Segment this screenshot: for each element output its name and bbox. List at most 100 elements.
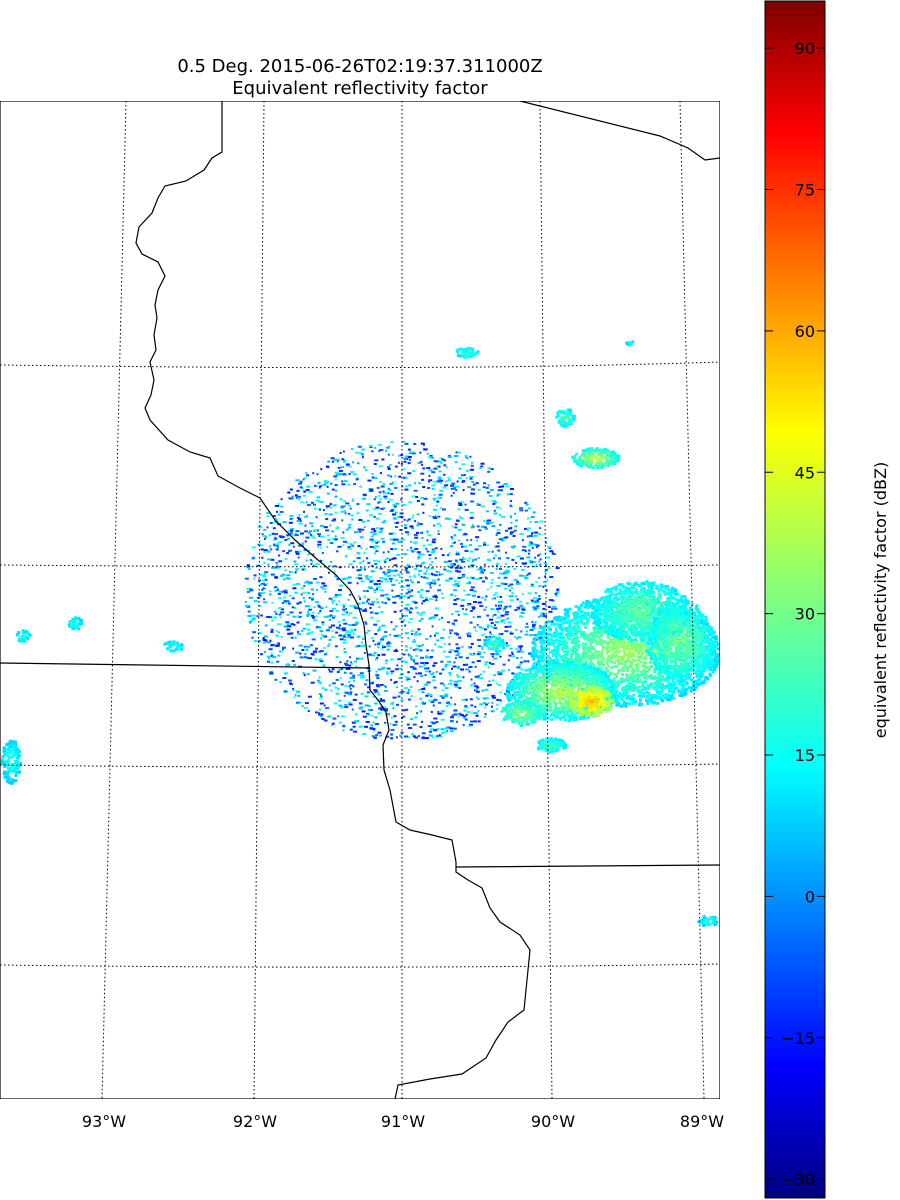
clutter-pixel (451, 563, 456, 566)
clutter-pixel (305, 501, 308, 504)
clutter-pixel (428, 554, 432, 556)
precip-pixel (671, 685, 675, 689)
clutter-pixel (501, 619, 506, 622)
precip-pixel (533, 647, 536, 651)
clutter-pixel (481, 646, 484, 648)
clutter-pixel (328, 513, 333, 516)
clutter-pixel (319, 576, 323, 579)
clutter-pixel (456, 666, 461, 668)
clutter-pixel (284, 558, 288, 561)
precip-pixel (566, 611, 570, 615)
clutter-pixel (390, 441, 394, 444)
clutter-pixel (412, 640, 416, 643)
clutter-pixel (370, 724, 374, 727)
precip-pixel (548, 642, 552, 646)
clutter-pixel (480, 569, 484, 572)
clutter-pixel (326, 485, 329, 488)
clutter-pixel (499, 568, 502, 570)
clutter-pixel (438, 460, 443, 463)
precip-pixel (553, 646, 557, 650)
clutter-pixel (492, 679, 495, 682)
clutter-pixel (387, 575, 391, 578)
clutter-pixel (448, 651, 452, 654)
precip-pixel (691, 685, 695, 689)
clutter-pixel (330, 482, 333, 485)
clutter-pixel (317, 612, 321, 615)
clutter-pixel (336, 578, 340, 581)
clutter-pixel (413, 443, 417, 445)
precip-pixel (581, 601, 585, 605)
clutter-pixel (351, 623, 356, 626)
clutter-pixel (270, 548, 273, 551)
clutter-pixel (413, 601, 417, 604)
clutter-pixel (361, 674, 365, 677)
clutter-pixel (334, 686, 338, 689)
precip-pixel (585, 651, 589, 655)
precip-pixel (543, 625, 547, 629)
precip-pixel (612, 623, 616, 627)
clutter-pixel (317, 679, 320, 682)
clutter-pixel (393, 715, 397, 718)
clutter-pixel (516, 580, 520, 583)
precip-pixel (679, 630, 682, 633)
precip-pixel (627, 697, 631, 701)
clutter-pixel (270, 661, 274, 664)
clutter-pixel (365, 631, 369, 634)
clutter-pixel (343, 634, 346, 637)
precip-pixel (607, 642, 611, 646)
clutter-pixel (272, 543, 275, 546)
clutter-pixel (357, 462, 360, 465)
clutter-pixel (306, 485, 311, 488)
precip-pixel (634, 674, 637, 678)
precip-pixel (557, 653, 561, 657)
clutter-pixel (512, 595, 515, 598)
clutter-pixel (282, 550, 286, 553)
clutter-pixel (393, 564, 398, 567)
clutter-pixel (538, 636, 543, 639)
clutter-pixel (362, 560, 365, 563)
clutter-pixel (453, 485, 458, 488)
clutter-pixel (348, 685, 351, 688)
clutter-pixel (369, 607, 372, 609)
clutter-pixel (434, 596, 438, 599)
precip-pixel (564, 626, 568, 630)
clutter-pixel (454, 632, 458, 635)
precip-pixel (591, 645, 595, 649)
clutter-pixel (511, 651, 513, 654)
clutter-pixel (452, 665, 457, 668)
clutter-pixel (440, 637, 445, 639)
clutter-pixel (377, 641, 381, 644)
clutter-pixel (375, 673, 380, 676)
clutter-pixel (339, 498, 343, 501)
clutter-pixel (400, 462, 403, 465)
clutter-pixel (322, 664, 326, 667)
clutter-pixel (427, 456, 432, 459)
clutter-pixel (383, 578, 388, 581)
precip-pixel (605, 650, 609, 654)
clutter-pixel (392, 701, 394, 704)
clutter-pixel (257, 525, 262, 528)
clutter-pixel (457, 652, 461, 655)
clutter-pixel (406, 519, 409, 522)
clutter-pixel (466, 559, 469, 562)
clutter-pixel (414, 716, 418, 719)
clutter-pixel (513, 578, 518, 581)
clutter-pixel (462, 676, 465, 679)
clutter-pixel (399, 515, 404, 518)
precip-pixel (678, 641, 682, 645)
clutter-pixel (377, 712, 382, 715)
clutter-pixel (417, 461, 422, 464)
clutter-pixel (330, 689, 333, 692)
clutter-pixel (452, 541, 456, 544)
clutter-pixel (502, 572, 505, 575)
clutter-pixel (506, 605, 509, 608)
clutter-pixel (383, 507, 386, 510)
clutter-pixel (499, 600, 503, 603)
precip-pixel (579, 663, 583, 667)
clutter-pixel (502, 484, 505, 486)
clutter-pixel (485, 595, 488, 598)
clutter-pixel (421, 688, 426, 690)
clutter-pixel (477, 545, 482, 548)
clutter-pixel (358, 519, 363, 521)
precip-pixel (612, 597, 616, 600)
